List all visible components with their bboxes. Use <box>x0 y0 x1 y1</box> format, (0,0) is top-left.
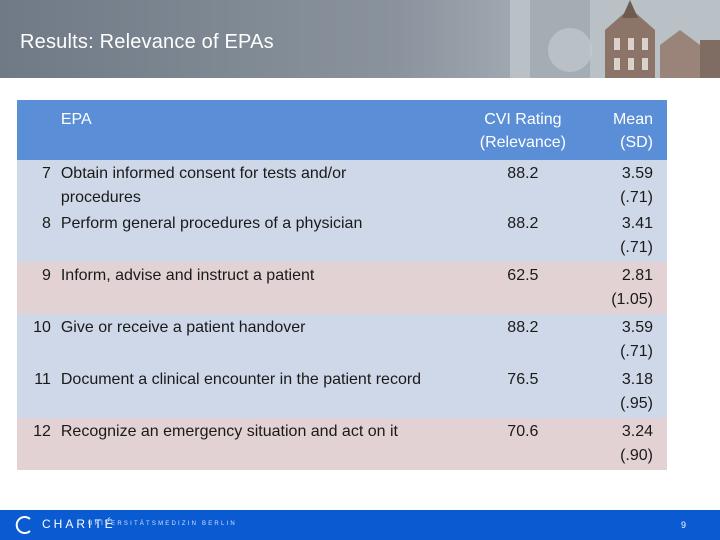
mean-sd: 3.59 (.71) <box>620 319 653 360</box>
cvi-rating: 88.2 <box>507 165 539 182</box>
col-header-cvi: CVI Rating (Relevance) <box>479 111 566 151</box>
table-row: 12 Recognize an emergency situation and … <box>17 418 667 470</box>
epa-description: Recognize an emergency situation and act… <box>60 423 398 440</box>
mean-sd: 3.18 (.95) <box>620 371 653 412</box>
cvi-rating: 62.5 <box>507 267 539 284</box>
mean-sd: 2.81 (1.05) <box>611 267 653 308</box>
mean-sd: 3.41 (.71) <box>620 215 653 256</box>
epa-number: 7 <box>41 165 51 182</box>
epa-description: Inform, advise and instruct a patient <box>60 267 315 284</box>
logo-subtext: UNIVERSITÄTSMEDIZIN BERLIN <box>88 521 237 527</box>
col-header-epa: EPA <box>60 111 92 128</box>
table-row: 8 Perform general procedures of a physic… <box>17 210 667 262</box>
epa-number: 12 <box>33 423 51 440</box>
mean-sd: 3.24 (.90) <box>620 423 653 464</box>
epa-results-table: EPA CVI Rating (Relevance) Mean (SD) 7 O… <box>17 100 667 470</box>
table-row: 7 Obtain informed consent for tests and/… <box>17 160 667 210</box>
mean-sd: 3.59 (.71) <box>620 165 653 206</box>
cvi-rating: 70.6 <box>507 423 539 440</box>
table-row: 9 Inform, advise and instruct a patient … <box>17 262 667 314</box>
slide-title: Results: Relevance of EPAs <box>20 31 274 53</box>
epa-number: 9 <box>41 267 51 284</box>
slide-header: Results: Relevance of EPAs <box>0 0 720 78</box>
cvi-rating: 76.5 <box>507 371 539 388</box>
epa-description: Document a clinical encounter in the pat… <box>60 371 422 388</box>
building-photo <box>510 0 720 78</box>
epa-number: 11 <box>34 371 51 388</box>
epa-number: 10 <box>33 319 51 336</box>
epa-description: Give or receive a patient handover <box>60 319 306 336</box>
col-header-mean: Mean (SD) <box>612 111 653 151</box>
cvi-rating: 88.2 <box>507 319 539 336</box>
epa-description: Obtain informed consent for tests and/or… <box>60 165 347 206</box>
page-number: 9 <box>680 520 686 530</box>
epa-description: Perform general procedures of a physicia… <box>60 215 363 232</box>
slide-footer: CHARITÉ UNIVERSITÄTSMEDIZIN BERLIN 9 <box>0 510 720 540</box>
table-row: 11 Document a clinical encounter in the … <box>17 366 667 418</box>
cvi-rating: 88.2 <box>507 215 539 232</box>
epa-number: 8 <box>41 215 51 232</box>
charite-logo-icon <box>15 516 31 534</box>
table-row: 10 Give or receive a patient handover 88… <box>17 314 667 366</box>
table-header-row: EPA CVI Rating (Relevance) Mean (SD) <box>17 100 667 160</box>
logo-wordmark: CHARITÉ <box>42 517 116 531</box>
